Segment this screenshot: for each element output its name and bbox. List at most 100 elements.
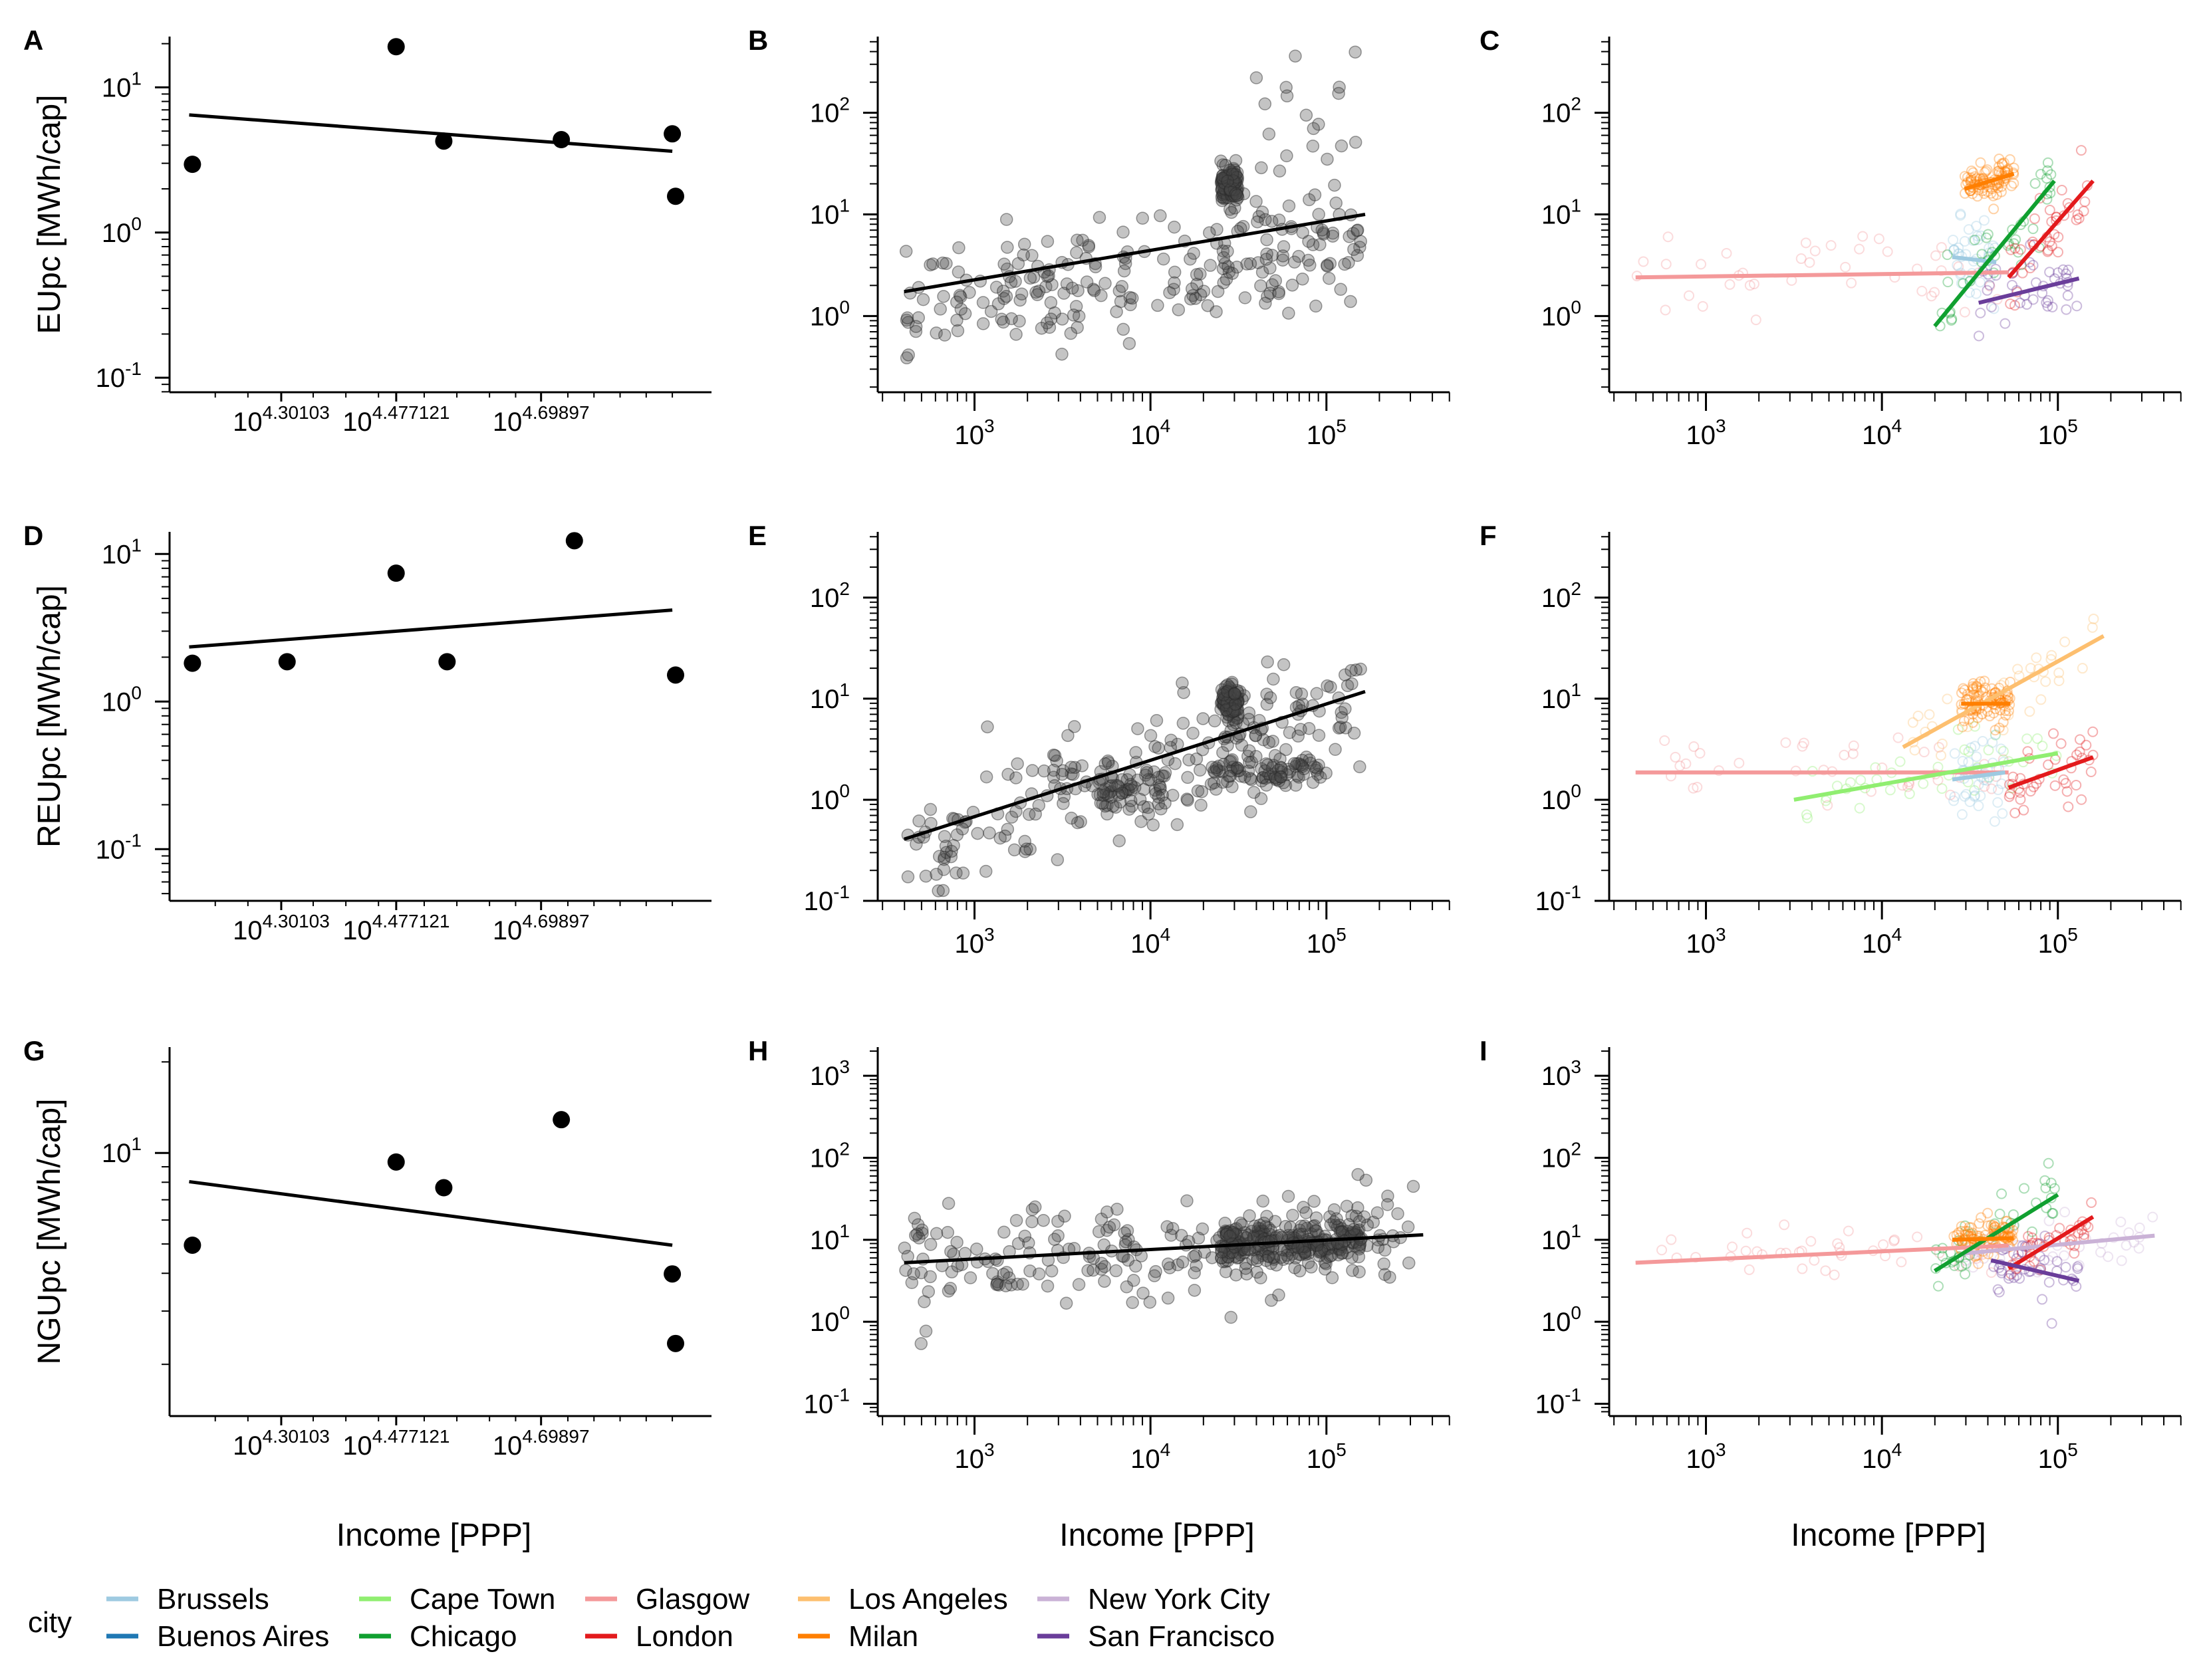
data-point bbox=[666, 187, 684, 205]
city-observation bbox=[2061, 304, 2072, 315]
y-tick-label: 101 bbox=[810, 1221, 850, 1255]
city-observation bbox=[1818, 765, 1829, 776]
data-point bbox=[1218, 257, 1231, 271]
data-point bbox=[1204, 259, 1217, 272]
data-point bbox=[1116, 225, 1130, 239]
city-observation bbox=[2115, 1216, 2127, 1227]
data-point bbox=[1222, 691, 1236, 705]
city-observation bbox=[1843, 1225, 1854, 1237]
data-point bbox=[1127, 1274, 1140, 1287]
city-observation bbox=[1857, 231, 1869, 242]
city-observation bbox=[1962, 172, 1973, 183]
data-point bbox=[1156, 788, 1169, 802]
data-point bbox=[899, 1264, 912, 1277]
data-point bbox=[1309, 1224, 1322, 1237]
data-point bbox=[1095, 1257, 1108, 1270]
city-observation bbox=[1936, 242, 1947, 253]
city-observation bbox=[1968, 683, 1979, 695]
data-point bbox=[1345, 1209, 1358, 1223]
city-observation bbox=[1929, 287, 1940, 298]
data-point bbox=[1025, 764, 1039, 777]
data-point bbox=[1228, 176, 1242, 190]
data-point bbox=[1298, 1245, 1311, 1258]
data-point bbox=[1221, 704, 1234, 718]
city-observation bbox=[2116, 1255, 2127, 1266]
city-observation bbox=[1980, 682, 1991, 693]
data-point bbox=[1226, 176, 1240, 189]
data-point bbox=[1121, 1253, 1135, 1267]
data-point bbox=[1237, 187, 1251, 201]
data-point bbox=[1190, 1259, 1203, 1272]
data-point bbox=[1222, 181, 1236, 195]
city-observation bbox=[1975, 676, 1986, 687]
data-point bbox=[1340, 1199, 1354, 1213]
data-point bbox=[1041, 270, 1054, 283]
data-point bbox=[1149, 1264, 1162, 1278]
data-point bbox=[1226, 700, 1239, 714]
city-observation bbox=[1946, 314, 1957, 326]
data-point bbox=[1220, 172, 1233, 185]
city-observation bbox=[2024, 257, 2035, 268]
city-observation bbox=[2027, 223, 2039, 235]
data-point bbox=[914, 1266, 928, 1280]
data-point bbox=[1233, 1248, 1247, 1261]
city-observation bbox=[1986, 183, 1998, 195]
x-tick-label: 103 bbox=[954, 1439, 994, 1474]
city-observation bbox=[1969, 721, 1980, 732]
data-point bbox=[1229, 172, 1243, 185]
data-point bbox=[901, 870, 915, 884]
data-point bbox=[1370, 1206, 1384, 1220]
data-point bbox=[1274, 761, 1287, 774]
data-point bbox=[1371, 1241, 1385, 1255]
data-point bbox=[1176, 717, 1190, 730]
data-point bbox=[1221, 179, 1235, 193]
fit-line-london bbox=[2007, 180, 2095, 279]
data-point bbox=[1366, 1215, 1380, 1229]
x-tick-label: 105 bbox=[1307, 1439, 1347, 1474]
panel-label: C bbox=[1480, 25, 1499, 56]
x-tick-label: 104 bbox=[1130, 1439, 1170, 1474]
city-observation bbox=[1805, 1236, 1817, 1247]
data-point bbox=[1180, 792, 1194, 806]
data-point bbox=[1238, 770, 1251, 784]
city-observation bbox=[1740, 1245, 1751, 1257]
data-point bbox=[1051, 1215, 1065, 1228]
data-point bbox=[1119, 1235, 1132, 1249]
data-point bbox=[1226, 168, 1239, 181]
data-point bbox=[1032, 798, 1046, 812]
city-observation bbox=[2040, 676, 2051, 687]
data-point bbox=[1306, 238, 1320, 251]
data-point bbox=[1103, 786, 1117, 799]
data-point bbox=[1282, 199, 1296, 213]
data-point bbox=[1221, 695, 1235, 709]
data-point bbox=[930, 868, 943, 881]
city-observation bbox=[1848, 740, 1859, 751]
city-observation bbox=[1980, 166, 1992, 177]
city-observation bbox=[1948, 245, 1960, 256]
data-point bbox=[1315, 1244, 1329, 1257]
data-point bbox=[1236, 219, 1250, 233]
data-point bbox=[1216, 174, 1229, 187]
data-point bbox=[1224, 189, 1238, 203]
city-observation bbox=[2005, 299, 2016, 310]
data-point bbox=[1211, 285, 1225, 299]
data-point bbox=[1226, 1227, 1240, 1241]
data-point bbox=[1070, 246, 1083, 259]
data-point bbox=[1071, 320, 1084, 334]
data-point bbox=[1276, 249, 1290, 263]
data-point bbox=[1220, 688, 1233, 702]
data-point bbox=[947, 838, 960, 852]
data-point bbox=[1262, 767, 1275, 780]
city-observation bbox=[1996, 743, 2007, 755]
city-observation bbox=[2041, 193, 2053, 205]
city-observation bbox=[2049, 229, 2060, 240]
data-point bbox=[1102, 1221, 1116, 1234]
city-observation bbox=[1992, 797, 2003, 808]
data-point bbox=[944, 1245, 958, 1259]
data-point bbox=[1122, 802, 1136, 816]
city-observation bbox=[2062, 290, 2073, 301]
city-observation bbox=[1969, 235, 1980, 246]
data-point bbox=[1154, 802, 1168, 816]
data-point bbox=[1125, 799, 1138, 813]
data-point bbox=[1319, 1257, 1333, 1270]
